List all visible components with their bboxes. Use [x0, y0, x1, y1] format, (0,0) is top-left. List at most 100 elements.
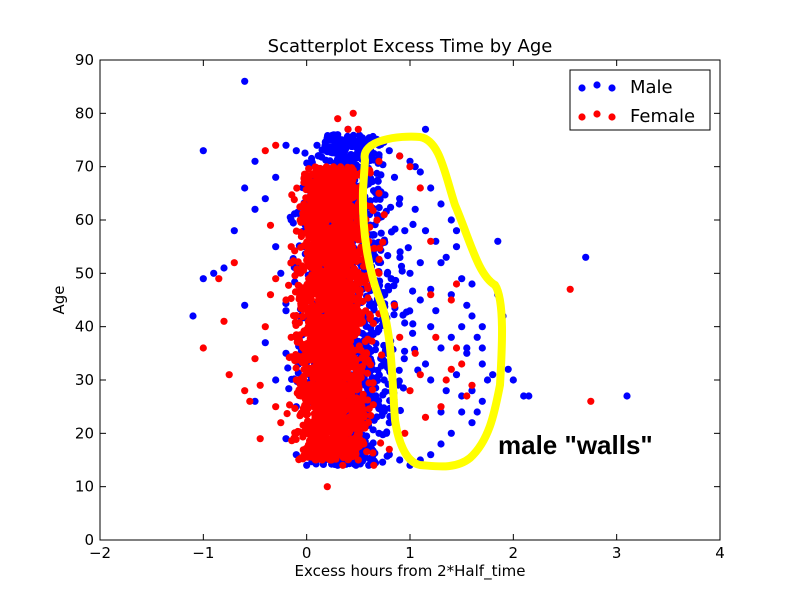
female-cluster-point	[313, 330, 321, 338]
female-cluster-point	[323, 194, 331, 202]
female-cluster-point	[302, 229, 310, 237]
male-cluster-point	[401, 319, 409, 327]
female-cluster-point	[326, 316, 334, 324]
male-point	[483, 376, 492, 384]
female-cluster-point	[305, 286, 313, 294]
female-cluster-point	[348, 442, 356, 450]
female-cluster-point	[340, 186, 348, 194]
female-cluster-point	[304, 254, 312, 262]
female-cluster-point	[336, 343, 345, 351]
female-point	[241, 387, 249, 395]
female-point	[587, 397, 595, 405]
male-point	[380, 376, 388, 384]
female-cluster-point	[326, 355, 334, 363]
x-tick-label: 3	[612, 544, 622, 562]
female-cluster-point	[376, 244, 384, 252]
male-cluster-point	[375, 204, 383, 212]
female-cluster-point	[340, 277, 348, 285]
female-point	[266, 291, 275, 299]
male-point	[282, 307, 290, 315]
female-cluster-point	[334, 374, 342, 382]
female-cluster-point	[335, 252, 343, 260]
male-point	[432, 237, 440, 245]
legend-label: Male	[630, 77, 673, 98]
female-cluster-point	[312, 358, 321, 366]
male-point	[437, 200, 445, 208]
female-point	[256, 435, 264, 443]
female-cluster-point	[313, 442, 321, 450]
male-point	[504, 365, 512, 373]
male-point	[241, 77, 249, 85]
female-cluster-point	[316, 266, 324, 274]
female-cluster-point	[328, 438, 336, 446]
x-tick-label: 4	[715, 544, 725, 562]
female-point	[463, 392, 471, 400]
female-cluster-point	[308, 235, 317, 243]
female-cluster-point	[304, 417, 312, 425]
legend-marker	[578, 84, 586, 92]
female-cluster-point	[331, 237, 339, 246]
male-cluster-point	[301, 149, 309, 157]
male-point	[437, 344, 445, 352]
female-cluster-point	[332, 327, 340, 335]
female-cluster-point	[354, 403, 362, 411]
legend-marker	[593, 81, 601, 89]
female-cluster-point	[309, 431, 317, 439]
male-cluster-point	[377, 362, 385, 370]
female-point	[261, 147, 269, 155]
female-cluster-point	[300, 242, 308, 250]
female-point	[427, 291, 435, 299]
male-point	[282, 435, 290, 443]
female-cluster-point	[312, 398, 320, 406]
male-point	[210, 269, 218, 277]
female-cluster-point	[308, 262, 316, 270]
female-cluster-point	[364, 396, 372, 404]
female-cluster-point	[364, 294, 372, 302]
female-point	[339, 461, 347, 469]
male-point	[401, 227, 409, 235]
female-cluster-point	[343, 452, 351, 460]
female-cluster-point	[352, 315, 360, 323]
female-point	[375, 269, 383, 277]
x-tick-label: −2	[89, 544, 111, 562]
female-point	[323, 483, 331, 491]
female-cluster-point	[307, 343, 315, 351]
female-cluster-point	[313, 288, 321, 296]
y-tick-label: 10	[75, 478, 94, 496]
female-point	[230, 259, 238, 267]
male-point	[427, 323, 435, 331]
male-point	[509, 376, 517, 384]
female-cluster-point	[335, 265, 343, 273]
female-cluster-point	[302, 410, 310, 418]
female-cluster-point	[379, 238, 387, 246]
male-point	[468, 419, 476, 427]
female-cluster-point	[363, 448, 371, 456]
male-cluster-point	[379, 458, 387, 466]
female-cluster-point	[369, 449, 377, 457]
female-cluster-point	[318, 226, 327, 234]
female-cluster-point	[318, 292, 326, 300]
female-point	[380, 211, 388, 219]
male-point	[416, 296, 424, 304]
male-point	[427, 451, 435, 459]
female-cluster-point	[321, 410, 329, 418]
male-cluster-point	[355, 131, 364, 139]
female-cluster-point	[323, 262, 331, 271]
female-point	[390, 301, 399, 309]
y-tick-label: 30	[75, 371, 94, 389]
female-cluster-point	[301, 170, 309, 178]
male-cluster-point	[387, 275, 395, 283]
female-cluster-point	[344, 178, 352, 186]
female-cluster-point	[297, 392, 305, 400]
female-point	[272, 141, 280, 149]
female-cluster-point	[303, 401, 311, 409]
male-cluster-point	[396, 406, 404, 415]
male-cluster-point	[335, 150, 343, 158]
female-cluster-point	[326, 279, 334, 287]
female-point	[385, 445, 393, 453]
female-cluster-point	[334, 187, 342, 195]
male-point	[272, 243, 280, 251]
male-point	[282, 141, 290, 149]
female-cluster-point	[354, 364, 362, 372]
